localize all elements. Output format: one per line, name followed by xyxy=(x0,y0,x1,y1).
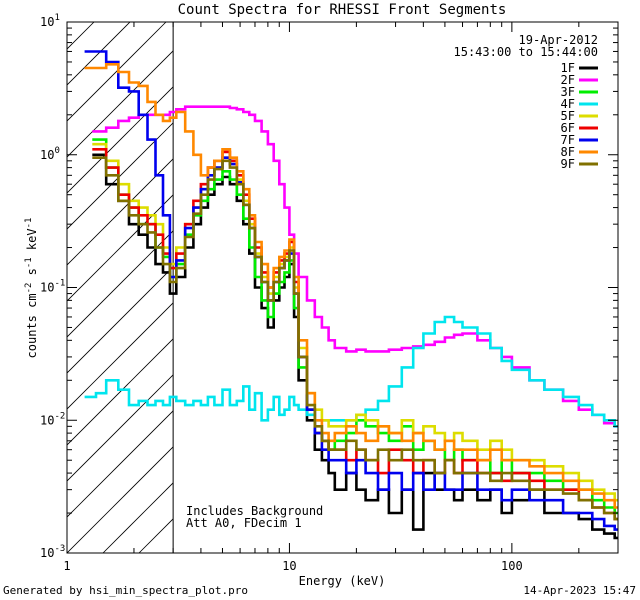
annotation-attenuator: Att A0, FDecim 1 xyxy=(186,516,302,530)
hatch-line xyxy=(571,22,640,553)
time-range-label: 15:43:00 to 15:44:00 xyxy=(454,45,599,59)
footer-generated-by: Generated by hsi_min_spectra_plot.pro xyxy=(3,584,248,597)
hatch-line xyxy=(67,194,174,302)
hatch-line xyxy=(67,446,174,553)
series-line-4F xyxy=(84,315,618,428)
legend-label-9F: 9F xyxy=(561,157,575,171)
shaded-region xyxy=(0,22,640,553)
date-label: 19-Apr-2012 xyxy=(519,33,598,47)
x-axis-label: Energy (keV) xyxy=(299,574,386,588)
legend-label-1F: 1F xyxy=(561,61,575,75)
footer-timestamp: 14-Apr-2023 15:47 xyxy=(523,584,636,597)
series-lines xyxy=(84,50,618,540)
hatch-line xyxy=(0,22,22,553)
legend-label-5F: 5F xyxy=(561,109,575,123)
legend-label-3F: 3F xyxy=(561,85,575,99)
hatch-line xyxy=(67,374,174,482)
x-tick-labels: 1 10 100 xyxy=(63,559,522,573)
y-tick-labels: 10-3 10-2 10-1 100 101 xyxy=(40,13,65,560)
legend-label-8F: 8F xyxy=(561,145,575,159)
annotation-background: Includes Background xyxy=(186,504,323,518)
hatch-line xyxy=(67,22,167,122)
series-line-7F xyxy=(84,50,618,531)
y-tick-label: 101 xyxy=(40,13,60,29)
x-tick-label: 100 xyxy=(501,559,523,573)
legend-label-2F: 2F xyxy=(561,73,575,87)
x-tick-label: 10 xyxy=(282,559,296,573)
legend-label-4F: 4F xyxy=(561,97,575,111)
axis-ticks xyxy=(66,21,619,554)
hatch-line xyxy=(67,50,174,158)
y-tick-label: 10-1 xyxy=(40,279,65,295)
hatch-line xyxy=(67,230,174,338)
hatch-line xyxy=(67,266,174,374)
y-axis-label: counts cm-2 s-1 keV-1 xyxy=(24,218,39,359)
y-tick-label: 10-3 xyxy=(40,544,65,560)
y-tick-label: 100 xyxy=(40,146,60,162)
series-line-9F xyxy=(92,156,618,521)
series-line-8F xyxy=(84,63,618,509)
chart-title: Count Spectra for RHESSI Front Segments xyxy=(178,2,507,18)
legend-label-7F: 7F xyxy=(561,133,575,147)
legend-label-6F: 6F xyxy=(561,121,575,135)
y-tick-label: 10-2 xyxy=(40,411,65,427)
hatch-line xyxy=(67,410,174,518)
x-tick-label: 1 xyxy=(63,559,70,573)
hatch-line xyxy=(67,86,174,194)
